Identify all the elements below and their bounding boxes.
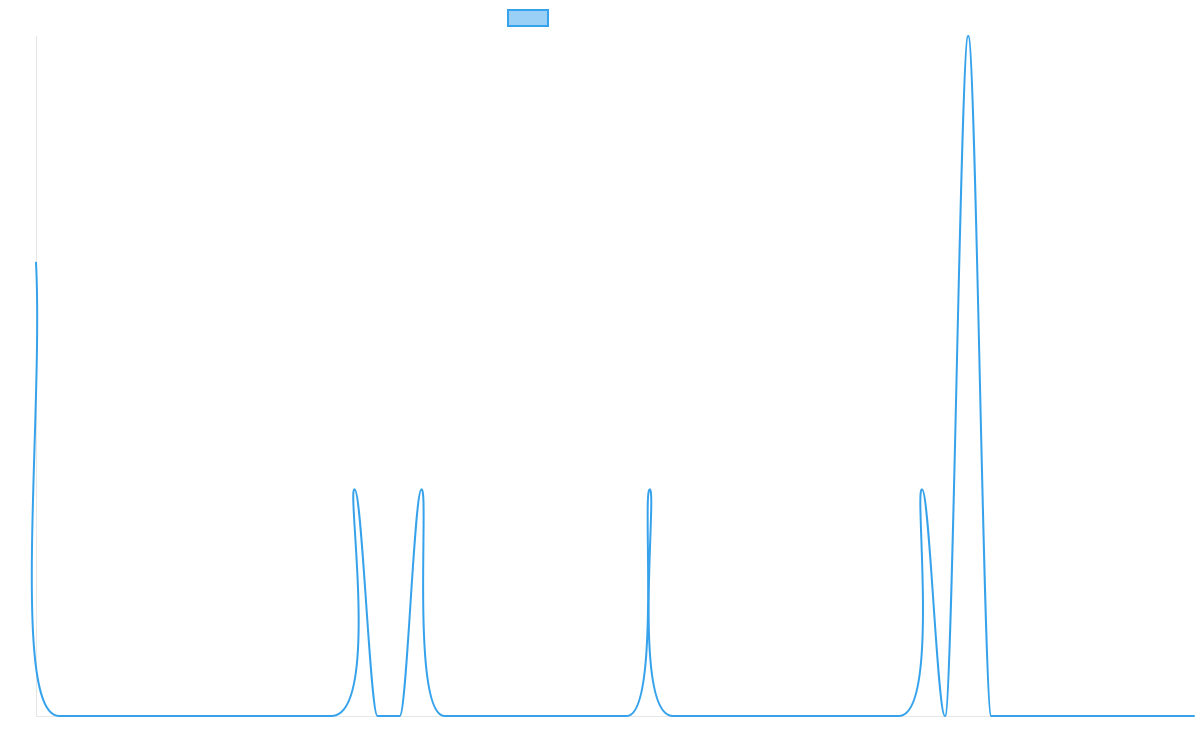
legend[interactable] [507, 9, 549, 27]
series-group [30, 35, 1195, 718]
series-line-1[interactable] [30, 35, 1195, 718]
legend-swatch-series-1[interactable] [507, 9, 549, 27]
